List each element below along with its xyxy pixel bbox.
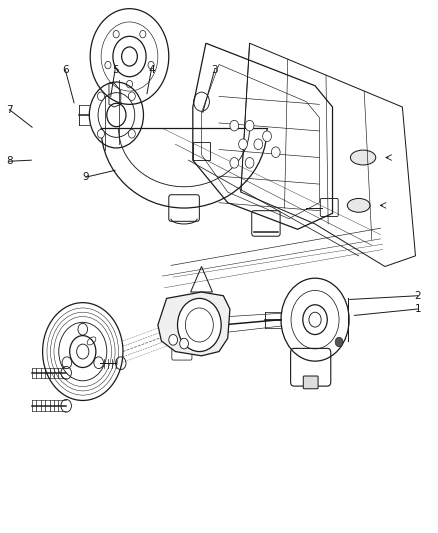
Circle shape bbox=[169, 335, 177, 345]
Circle shape bbox=[335, 337, 343, 347]
Polygon shape bbox=[158, 292, 230, 356]
Text: 8: 8 bbox=[6, 156, 13, 166]
Circle shape bbox=[245, 158, 254, 168]
Circle shape bbox=[98, 130, 104, 138]
Circle shape bbox=[239, 139, 247, 150]
Text: 2: 2 bbox=[414, 290, 421, 301]
Circle shape bbox=[230, 158, 239, 168]
Circle shape bbox=[177, 298, 221, 352]
Text: 9: 9 bbox=[82, 172, 89, 182]
Text: 3: 3 bbox=[211, 65, 218, 75]
FancyBboxPatch shape bbox=[303, 376, 318, 389]
Ellipse shape bbox=[347, 198, 370, 212]
Text: 4: 4 bbox=[148, 65, 155, 75]
Text: 7: 7 bbox=[6, 104, 13, 115]
Circle shape bbox=[254, 139, 263, 150]
Circle shape bbox=[180, 338, 188, 349]
Circle shape bbox=[128, 92, 135, 100]
Text: 5: 5 bbox=[112, 65, 118, 75]
Circle shape bbox=[98, 92, 104, 100]
Ellipse shape bbox=[304, 378, 317, 386]
Text: 6: 6 bbox=[62, 65, 69, 75]
Circle shape bbox=[245, 120, 254, 131]
Circle shape bbox=[263, 131, 272, 142]
Ellipse shape bbox=[350, 150, 376, 165]
Circle shape bbox=[272, 147, 280, 158]
Circle shape bbox=[128, 130, 135, 138]
Text: 1: 1 bbox=[414, 304, 421, 314]
Circle shape bbox=[230, 120, 239, 131]
